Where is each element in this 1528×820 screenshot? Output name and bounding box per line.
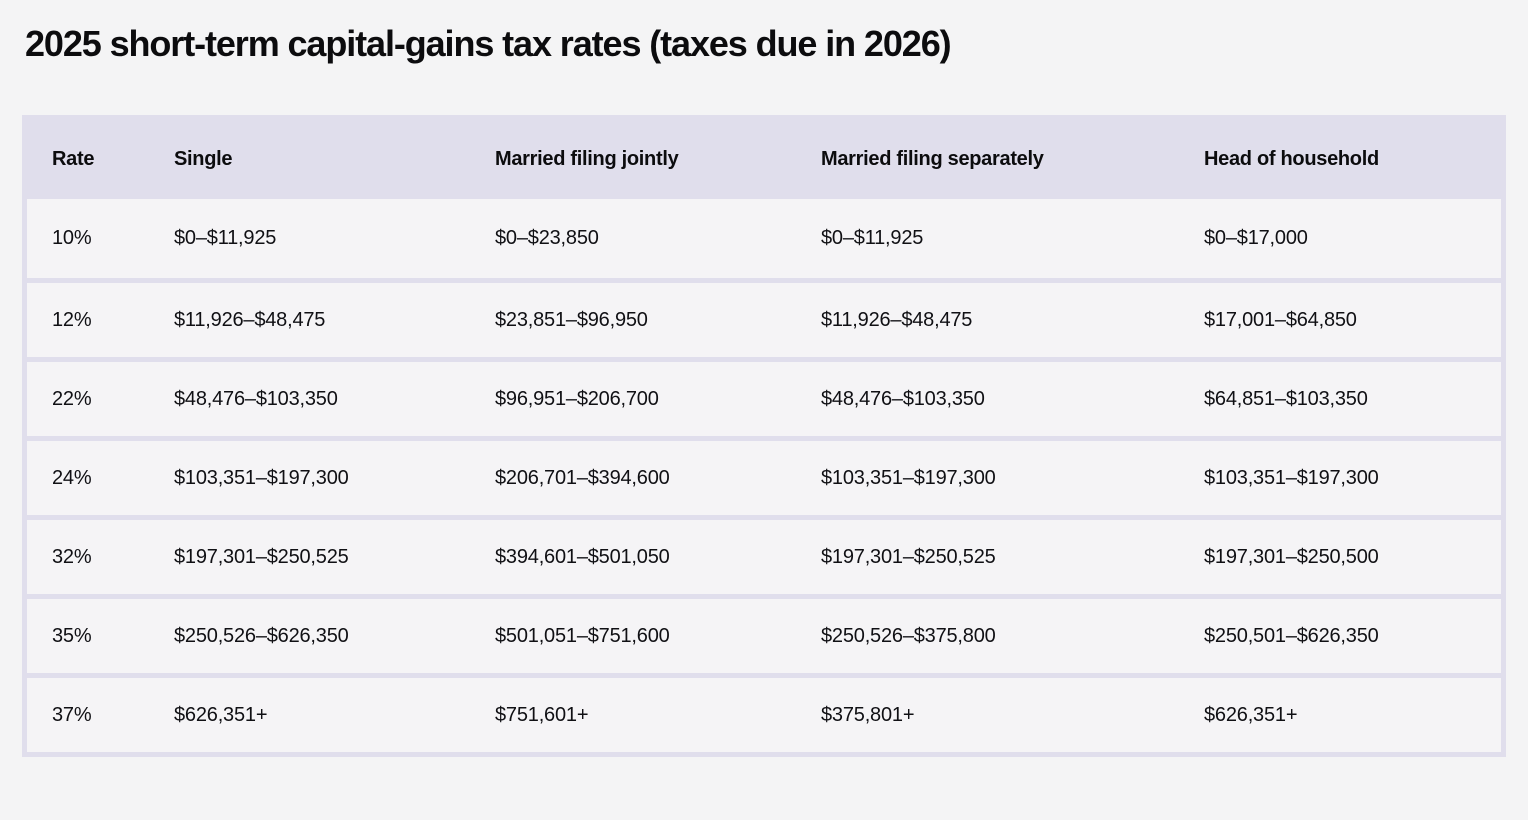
bracket-range-cell: $103,351–$197,300	[149, 436, 470, 515]
table-row: 22% $48,476–$103,350 $96,951–$206,700 $48,4…	[27, 357, 1501, 436]
bracket-range-cell: $103,351–$197,300	[796, 436, 1179, 515]
page: 2025 short-term capital-gains tax rates …	[22, 23, 1506, 757]
bracket-range-cell: $17,001–$64,850	[1179, 278, 1501, 357]
bracket-range-cell: $23,851–$96,950	[470, 278, 796, 357]
rate-cell: 10%	[27, 199, 149, 278]
bracket-range-cell: $0–$11,925	[796, 199, 1179, 278]
table-row: 24% $103,351–$197,300 $206,701–$394,600 $10…	[27, 436, 1501, 515]
table-row: 37% $626,351+ $751,601+ $375,801+ $626,351+	[27, 673, 1501, 752]
bracket-range-cell: $197,301–$250,525	[149, 515, 470, 594]
bracket-range-cell: $11,926–$48,475	[149, 278, 470, 357]
bracket-range-cell: $197,301–$250,525	[796, 515, 1179, 594]
bracket-range-cell: $0–$11,925	[149, 199, 470, 278]
column-header-head-of-household: Head of household	[1179, 120, 1501, 199]
rate-cell: 32%	[27, 515, 149, 594]
page-title: 2025 short-term capital-gains tax rates …	[25, 23, 952, 64]
table-header: Rate Single Married filing jointly Marri…	[27, 120, 1501, 199]
rate-cell: 22%	[27, 357, 149, 436]
bracket-range-cell: $11,926–$48,475	[796, 278, 1179, 357]
column-header-married-filing-separately: Married filing separately	[796, 120, 1179, 199]
bracket-range-cell: $96,951–$206,700	[470, 357, 796, 436]
header-row: Rate Single Married filing jointly Marri…	[27, 120, 1501, 199]
rate-cell: 37%	[27, 673, 149, 752]
bracket-range-cell: $626,351+	[149, 673, 470, 752]
tax-table-body: 10% $0–$11,925 $0–$23,850 $0–$11,925 $0–$17,…	[27, 199, 1501, 752]
bracket-range-cell: $48,476–$103,350	[796, 357, 1179, 436]
bracket-range-cell: $626,351+	[1179, 673, 1501, 752]
column-header-married-filing-jointly: Married filing jointly	[470, 120, 796, 199]
bracket-range-cell: $197,301–$250,500	[1179, 515, 1501, 594]
table-row: 32% $197,301–$250,525 $394,601–$501,050 $19…	[27, 515, 1501, 594]
bracket-range-cell: $375,801+	[796, 673, 1179, 752]
bracket-range-cell: $394,601–$501,050	[470, 515, 796, 594]
bracket-range-cell: $103,351–$197,300	[1179, 436, 1501, 515]
bracket-range-cell: $751,601+	[470, 673, 796, 752]
table-row: 35% $250,526–$626,350 $501,051–$751,600 $25…	[27, 594, 1501, 673]
rate-cell: 24%	[27, 436, 149, 515]
bracket-range-cell: $0–$17,000	[1179, 199, 1501, 278]
bracket-range-cell: $501,051–$751,600	[470, 594, 796, 673]
tax-rate-table: Rate Single Married filing jointly Marri…	[22, 115, 1506, 757]
table-row: 10% $0–$11,925 $0–$23,850 $0–$11,925 $0–$17,…	[27, 199, 1501, 278]
table-row: 12% $11,926–$48,475 $23,851–$96,950 $11,926…	[27, 278, 1501, 357]
bracket-range-cell: $250,526–$375,800	[796, 594, 1179, 673]
bracket-range-cell: $250,501–$626,350	[1179, 594, 1501, 673]
column-header-rate: Rate	[27, 120, 149, 199]
bracket-range-cell: $0–$23,850	[470, 199, 796, 278]
bracket-range-cell: $48,476–$103,350	[149, 357, 470, 436]
rate-cell: 35%	[27, 594, 149, 673]
bracket-range-cell: $250,526–$626,350	[149, 594, 470, 673]
bracket-range-cell: $64,851–$103,350	[1179, 357, 1501, 436]
column-header-single: Single	[149, 120, 470, 199]
bracket-range-cell: $206,701–$394,600	[470, 436, 796, 515]
rate-cell: 12%	[27, 278, 149, 357]
